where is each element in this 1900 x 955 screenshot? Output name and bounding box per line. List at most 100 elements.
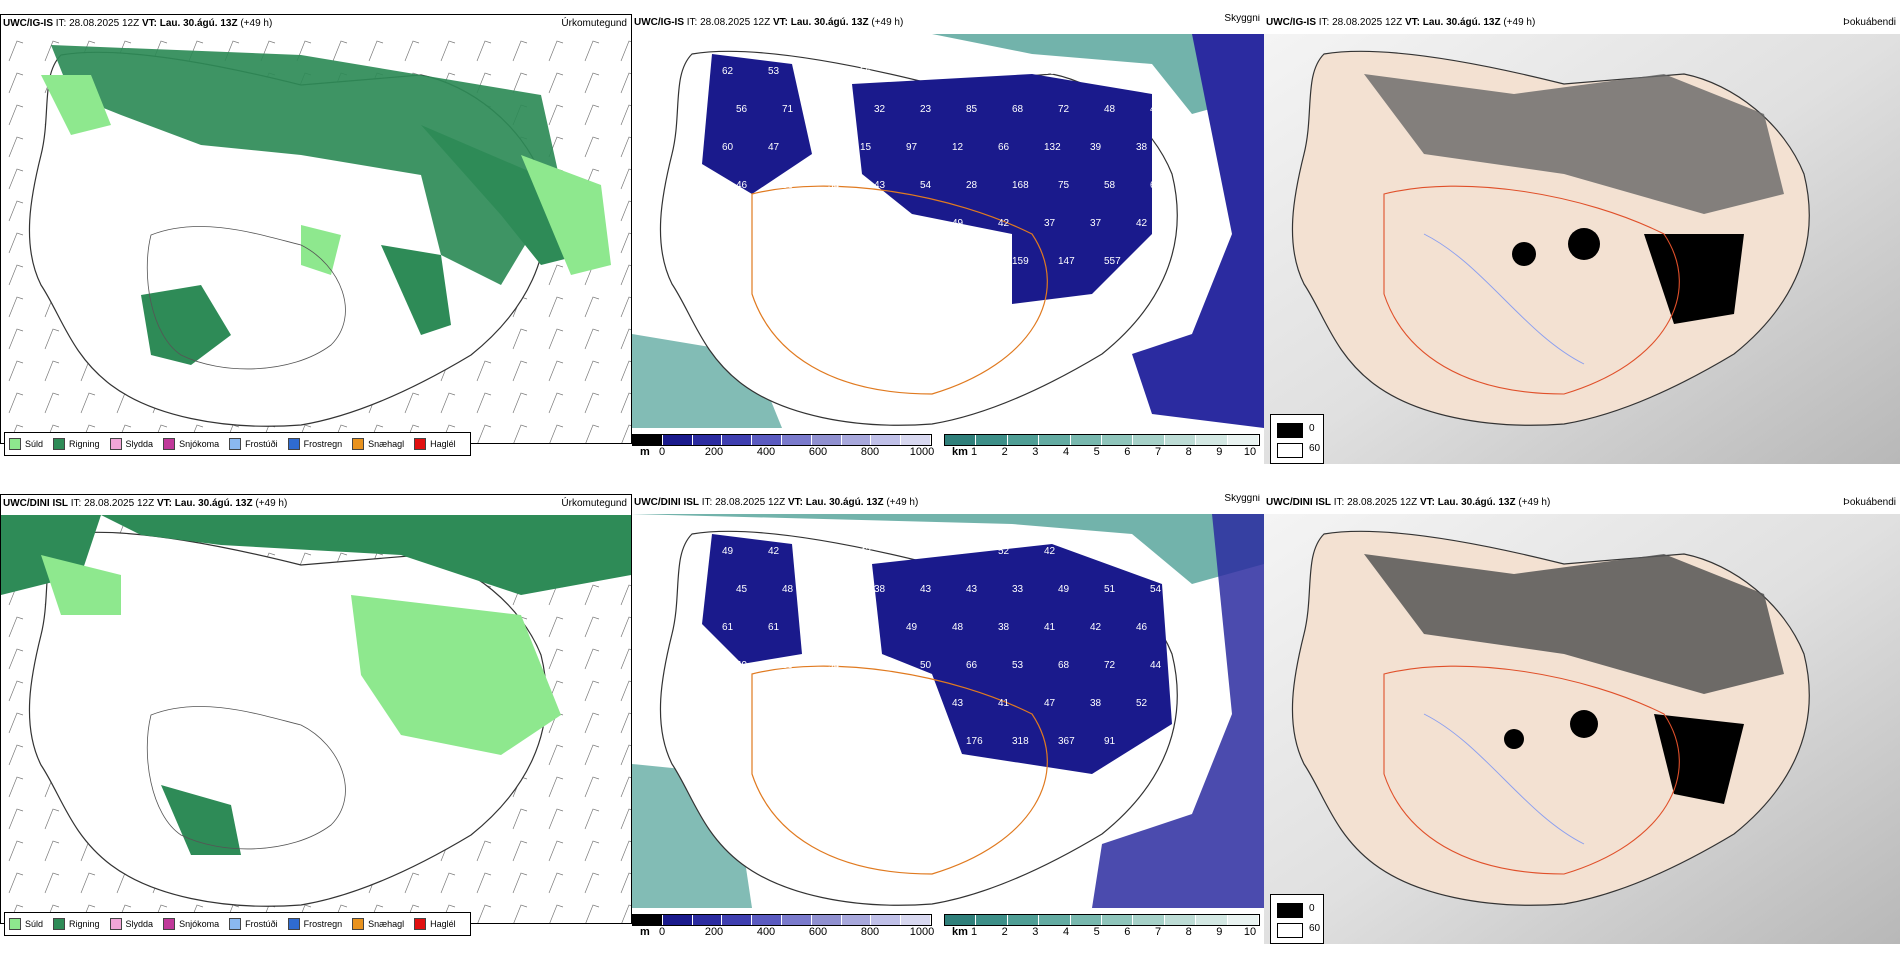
fog-map [1264,34,1900,464]
visibility-value-label: 208 [920,736,937,747]
scale-tick: 7 [1154,926,1162,938]
precip-map [1,515,631,923]
visibility-value-label: 23 [920,104,932,115]
visibility-value-label: 164 [768,294,785,305]
visibility-value-label: 48 [782,584,794,595]
legend-swatch [352,438,365,450]
scale-tick: 200 [704,926,724,938]
visibility-value-label: 41 [1044,622,1056,633]
scale-tick: 5 [1093,446,1100,458]
scale-tick: 6 [1124,926,1131,938]
visibility-value-label: 37 [814,66,826,77]
visibility-value-label: 101 [782,256,799,267]
init-time: IT: 28.08.2025 12Z [55,18,140,29]
legend-item: Súld [9,918,43,930]
visibility-value-label: 33 [1012,584,1024,595]
visibility-scale-km: km 1 2 3 4 5 6 7 8 9 10 [944,434,1260,460]
visibility-value-label: 71 [782,104,794,115]
low-vis-north-east [872,544,1172,774]
fog-legend-swatch [1277,923,1303,938]
visibility-value-label: 38 [1136,142,1148,153]
visibility-value-label: 37 [1090,218,1102,229]
river-lines [1423,233,1585,365]
visibility-value-label: 52 [952,546,964,557]
fog-legend: 0 60 [1270,414,1324,464]
visibility-value-label: 42 [998,218,1010,229]
scale-tick: 8 [1185,926,1192,938]
scale-tick: 3 [1032,926,1039,938]
drizzle-area-west [41,555,121,615]
forecast-row-1: UWC/IG-IS IT: 28.08.2025 12Z VT: Lau. 30… [0,0,1900,475]
visibility-value-label: 54 [828,180,840,191]
visibility-value-label: 49 [736,660,748,671]
precip-type-panel: UWC/IG-IS IT: 28.08.2025 12Z VT: Lau. 30… [0,0,632,475]
visibility-value-label: 48 [1104,104,1116,115]
legend-item: Snjókoma [163,918,219,930]
panel-title: Úrkomutegund [561,18,627,29]
visibility-value-label: 50 [920,660,932,671]
low-visibility-sea [1092,514,1264,908]
road-network [1383,665,1680,875]
visibility-value-label: 42 [860,546,872,557]
visibility-value-label: 38 [1090,698,1102,709]
scale-tick: 2 [1001,446,1008,458]
scale-tick: 600 [808,446,828,458]
visibility-value-label: 54 [920,180,932,191]
legend-item: Rigning [53,438,100,450]
valid-time: VT: Lau. 30.ágú. 13Z [1404,17,1501,28]
fog-legend-swatch [1277,423,1303,438]
valid-time: VT: Lau. 30.ágú. 13Z [772,17,869,28]
legend-item: Snjókoma [163,438,219,450]
init-time: IT: 28.08.2025 12Z [686,17,771,28]
scale-tick: 5 [1093,926,1100,938]
visibility-value-label: 367 [1058,736,1075,747]
scale-tick: 3 [1032,446,1039,458]
visibility-value-label: 48 [952,622,964,633]
visibility-value-label: 59 [874,660,886,671]
legend-label: Frostregn [303,919,343,929]
visibility-value-label: 36 [736,736,748,747]
legend-swatch [109,918,122,930]
visibility-value-label: 49 [722,546,734,557]
scale-tick: 10 [1243,446,1257,458]
legend-label: Frostúði [245,439,278,449]
visibility-value-label: 46 [1136,622,1148,633]
river-lines [1423,713,1585,845]
scale-unit: km [952,926,968,938]
visibility-value-label: 15 [860,142,872,153]
scale-tick: 2 [1001,926,1008,938]
visibility-value-label: 66 [966,660,978,671]
panel-header: UWC/DINI ISL IT: 28.08.2025 12Z VT: Lau.… [1264,494,1900,512]
scale-tick: 400 [756,446,776,458]
visibility-scale-m: m 0 200 400 600 800 1000 [632,914,934,940]
precip-legend: Súld Rigning Slydda Snjókoma Frostúði Frostre… [4,432,471,456]
visibility-value-label: 53 [1012,660,1024,671]
scale-unit: m [640,446,650,458]
visibility-value-label: 36 [920,256,932,267]
visibility-value-label: 56 [736,104,748,115]
glacier-outline [146,706,346,850]
scale-tick: 1 [970,446,978,458]
low-vis-north-east [852,74,1152,304]
visibility-value-label: 43 [860,218,872,229]
forecast-row-2: UWC/DINI ISL IT: 28.08.2025 12Z VT: Lau.… [0,480,1900,955]
visibility-scale-km: km 1 2 3 4 5 6 7 8 9 10 [944,914,1260,940]
init-time: IT: 28.08.2025 12Z [1318,17,1403,28]
init-time: IT: 28.08.2025 12Z [1333,497,1418,508]
panel-title: Þokuábendi [1843,497,1896,508]
visibility-value-label: 46 [906,698,918,709]
valid-time: VT: Lau. 30.ágú. 13Z [141,18,238,29]
fog-legend-swatch [1277,903,1303,918]
rain-area-north [101,515,631,595]
legend-swatch [53,438,66,450]
precip-legend: Súld Rigning Slydda Snjókoma Frostúði Frostre… [4,912,471,936]
road-network [751,665,1048,875]
model-name: UWC/IG-IS [3,18,53,29]
legend-item: Slydda [109,918,153,930]
scale-tick: 200 [704,446,724,458]
visibility-value-label: 39 [768,698,780,709]
scale-tick: 9 [1216,446,1223,458]
visibility-value-label: 50 [966,256,978,267]
visibility-value-label: 66 [998,142,1010,153]
visibility-value-label: 52 [1136,698,1148,709]
